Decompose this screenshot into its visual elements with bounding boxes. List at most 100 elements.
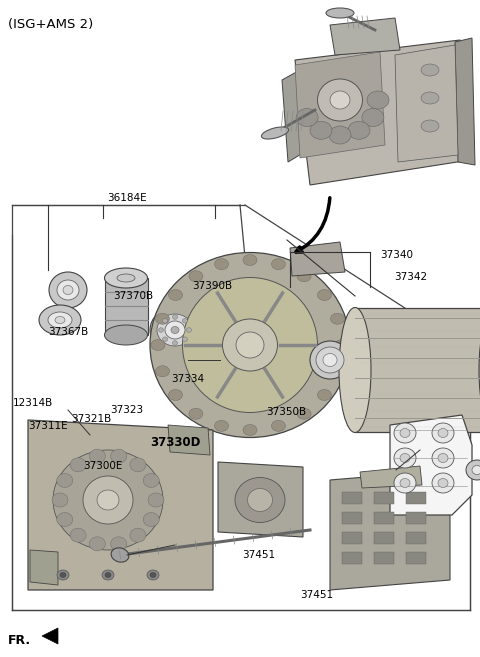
Ellipse shape xyxy=(182,337,187,342)
Text: 37370B: 37370B xyxy=(113,290,154,301)
Ellipse shape xyxy=(432,473,454,493)
Ellipse shape xyxy=(339,307,371,432)
Ellipse shape xyxy=(158,328,164,332)
Ellipse shape xyxy=(143,474,159,487)
Ellipse shape xyxy=(156,366,169,376)
Ellipse shape xyxy=(182,319,187,323)
Polygon shape xyxy=(374,512,394,524)
Ellipse shape xyxy=(438,428,448,438)
Ellipse shape xyxy=(335,340,349,350)
Polygon shape xyxy=(295,40,470,185)
Polygon shape xyxy=(105,278,148,335)
Ellipse shape xyxy=(157,314,193,346)
Polygon shape xyxy=(28,420,213,590)
Ellipse shape xyxy=(147,570,159,580)
Ellipse shape xyxy=(189,271,203,282)
Ellipse shape xyxy=(97,490,119,510)
Text: 37367B: 37367B xyxy=(48,327,88,338)
Ellipse shape xyxy=(143,512,159,526)
Ellipse shape xyxy=(472,466,480,474)
Ellipse shape xyxy=(105,325,147,345)
Ellipse shape xyxy=(39,305,81,335)
Ellipse shape xyxy=(70,458,86,472)
Ellipse shape xyxy=(52,493,68,507)
Ellipse shape xyxy=(70,528,86,542)
Text: 37350B: 37350B xyxy=(266,407,307,417)
Ellipse shape xyxy=(243,254,257,265)
Ellipse shape xyxy=(89,537,105,551)
Ellipse shape xyxy=(150,252,350,438)
Ellipse shape xyxy=(111,449,127,463)
Ellipse shape xyxy=(296,108,318,127)
Ellipse shape xyxy=(421,120,439,132)
Ellipse shape xyxy=(130,458,146,472)
Ellipse shape xyxy=(215,420,228,432)
Ellipse shape xyxy=(479,307,480,432)
Ellipse shape xyxy=(223,319,277,371)
Polygon shape xyxy=(355,308,480,432)
Polygon shape xyxy=(390,415,472,515)
Ellipse shape xyxy=(57,280,79,300)
Polygon shape xyxy=(342,532,362,544)
Ellipse shape xyxy=(310,122,332,139)
Polygon shape xyxy=(330,470,450,590)
Polygon shape xyxy=(168,425,210,455)
Text: 37342: 37342 xyxy=(394,272,427,283)
Ellipse shape xyxy=(150,572,156,578)
Polygon shape xyxy=(30,550,58,585)
Polygon shape xyxy=(374,552,394,564)
Ellipse shape xyxy=(466,460,480,480)
Ellipse shape xyxy=(148,493,164,507)
Text: (ISG+AMS 2): (ISG+AMS 2) xyxy=(8,18,93,31)
Ellipse shape xyxy=(150,307,200,353)
Ellipse shape xyxy=(172,341,178,345)
Ellipse shape xyxy=(53,450,163,550)
Ellipse shape xyxy=(262,127,288,139)
Ellipse shape xyxy=(168,290,182,300)
Polygon shape xyxy=(395,45,458,162)
Text: 37390B: 37390B xyxy=(192,281,233,292)
Ellipse shape xyxy=(55,317,65,323)
Ellipse shape xyxy=(438,478,448,487)
Ellipse shape xyxy=(317,390,331,401)
Ellipse shape xyxy=(329,126,351,144)
Ellipse shape xyxy=(271,420,286,432)
Ellipse shape xyxy=(165,321,185,339)
Ellipse shape xyxy=(63,286,73,294)
Ellipse shape xyxy=(400,453,410,463)
Ellipse shape xyxy=(348,122,370,139)
Ellipse shape xyxy=(151,340,165,350)
Ellipse shape xyxy=(326,8,354,18)
Ellipse shape xyxy=(421,92,439,104)
Polygon shape xyxy=(295,52,385,158)
Polygon shape xyxy=(218,462,303,537)
Ellipse shape xyxy=(297,271,311,282)
Ellipse shape xyxy=(330,91,350,109)
Polygon shape xyxy=(374,492,394,504)
Ellipse shape xyxy=(271,259,286,269)
Text: 37330D: 37330D xyxy=(150,436,200,449)
Text: 37321B: 37321B xyxy=(71,414,111,424)
Polygon shape xyxy=(282,70,308,162)
Text: 37300E: 37300E xyxy=(84,461,123,472)
Ellipse shape xyxy=(432,448,454,468)
Ellipse shape xyxy=(111,537,127,551)
Ellipse shape xyxy=(57,570,69,580)
Ellipse shape xyxy=(57,474,73,487)
Ellipse shape xyxy=(49,272,87,308)
Ellipse shape xyxy=(130,528,146,542)
Ellipse shape xyxy=(189,408,203,419)
Polygon shape xyxy=(330,18,400,55)
Ellipse shape xyxy=(331,313,345,325)
Ellipse shape xyxy=(400,478,410,487)
Ellipse shape xyxy=(362,108,384,127)
Ellipse shape xyxy=(215,259,228,269)
Text: 36184E: 36184E xyxy=(108,193,147,204)
Ellipse shape xyxy=(310,341,350,379)
Ellipse shape xyxy=(367,91,389,109)
Ellipse shape xyxy=(89,449,105,463)
Polygon shape xyxy=(455,38,475,165)
Ellipse shape xyxy=(57,512,73,526)
Text: 37451: 37451 xyxy=(300,590,334,600)
Ellipse shape xyxy=(156,313,169,325)
